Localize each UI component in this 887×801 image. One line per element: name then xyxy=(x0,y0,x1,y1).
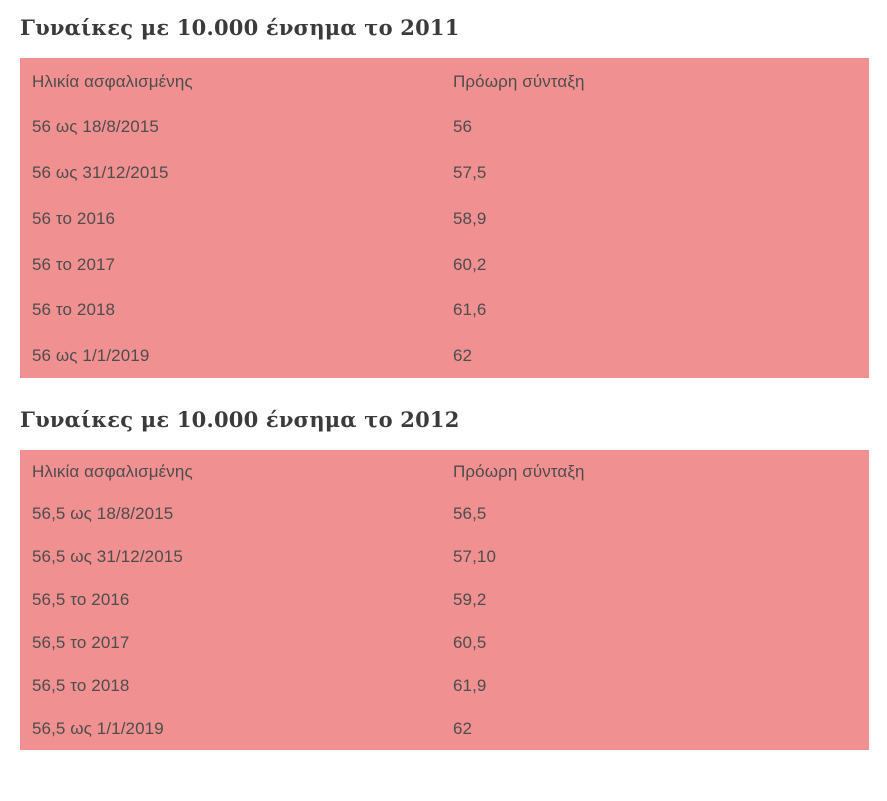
cell-age: 56 ως 1/1/2019 xyxy=(32,345,150,365)
pension-table-2011: Ηλικία ασφαλισμένης Πρόωρη σύνταξη 56 ως… xyxy=(20,58,869,379)
table-header-row: Ηλικία ασφαλισμένης Πρόωρη σύνταξη xyxy=(20,58,869,104)
cell-age: 56,5 το 2017 xyxy=(32,632,130,652)
header-cell-pension: Πρόωρη σύνταξη xyxy=(453,461,585,481)
header-cell-pension: Πρόωρη σύνταξη xyxy=(453,71,585,91)
table-row: 56,5 το 2017 60,5 xyxy=(20,621,869,664)
cell-age: 56,5 το 2018 xyxy=(32,675,130,695)
table-row: 56,5 το 2018 61,9 xyxy=(20,664,869,707)
table-row: 56 ως 18/8/2015 56 xyxy=(20,104,869,150)
table-row: 56 ως 1/1/2019 62 xyxy=(20,333,869,379)
cell-pension: 56 xyxy=(453,117,473,137)
section-title-2011: Γυναίκες με 10.000 ένσημα το 2011 xyxy=(20,15,460,40)
cell-pension: 56,5 xyxy=(453,504,487,524)
table-row: 56 ως 31/12/2015 57,5 xyxy=(20,150,869,196)
table-header-row: Ηλικία ασφαλισμένης Πρόωρη σύνταξη xyxy=(20,450,869,493)
table-row: 56 το 2018 61,6 xyxy=(20,287,869,333)
table-row: 56,5 ως 31/12/2015 57,10 xyxy=(20,535,869,578)
cell-pension: 62 xyxy=(453,345,473,365)
cell-pension: 58,9 xyxy=(453,208,487,228)
table-row: 56,5 ως 18/8/2015 56,5 xyxy=(20,492,869,535)
header-cell-age: Ηλικία ασφαλισμένης xyxy=(32,71,193,91)
cell-pension: 62 xyxy=(453,718,473,738)
cell-pension: 61,9 xyxy=(453,675,487,695)
table-row: 56,5 το 2016 59,2 xyxy=(20,578,869,621)
pension-table-2012: Ηλικία ασφαλισμένης Πρόωρη σύνταξη 56,5 … xyxy=(20,449,869,750)
table-row: 56 το 2016 58,9 xyxy=(20,195,869,241)
cell-age: 56 ως 18/8/2015 xyxy=(32,117,159,137)
cell-pension: 57,5 xyxy=(453,163,487,183)
table-row: 56 το 2017 60,2 xyxy=(20,241,869,287)
cell-age: 56,5 ως 1/1/2019 xyxy=(32,718,164,738)
cell-pension: 61,6 xyxy=(453,300,487,320)
cell-age: 56,5 το 2016 xyxy=(32,590,130,610)
cell-age: 56 το 2016 xyxy=(32,208,116,228)
cell-age: 56,5 ως 18/8/2015 xyxy=(32,504,174,524)
header-cell-age: Ηλικία ασφαλισμένης xyxy=(32,461,193,481)
section-title-2012: Γυναίκες με 10.000 ένσημα το 2012 xyxy=(20,407,460,433)
cell-age: 56 το 2017 xyxy=(32,254,116,274)
table-row: 56,5 ως 1/1/2019 62 xyxy=(20,707,869,750)
cell-age: 56 το 2018 xyxy=(32,300,116,320)
cell-pension: 57,10 xyxy=(453,547,497,567)
cell-pension: 59,2 xyxy=(453,590,487,610)
cell-age: 56 ως 31/12/2015 xyxy=(32,163,169,183)
cell-age: 56,5 ως 31/12/2015 xyxy=(32,547,183,567)
cell-pension: 60,5 xyxy=(453,632,487,652)
cell-pension: 60,2 xyxy=(453,254,487,274)
